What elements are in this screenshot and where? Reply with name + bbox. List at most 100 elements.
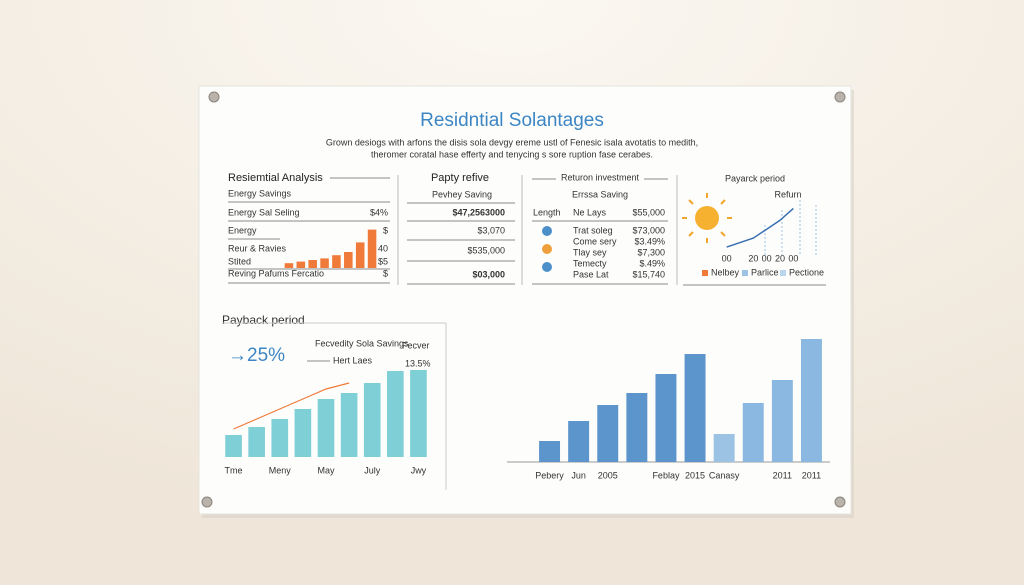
x-tick-label: Pebery (535, 470, 564, 480)
cell: $5 (378, 256, 388, 266)
legend-swatch (780, 270, 786, 276)
title: Residntial Solantages (420, 110, 604, 131)
cell: Stited (228, 256, 251, 266)
panel-heading: Payarck period (725, 173, 785, 183)
sun-rays (682, 193, 732, 243)
legend-label: Parlice (751, 267, 779, 277)
pin (201, 496, 213, 508)
icon (542, 226, 552, 236)
annotation: →25% (228, 345, 285, 366)
annotation: Hert Laes (333, 355, 373, 365)
cell: $73,000 (632, 225, 665, 235)
bar (626, 393, 648, 462)
cell: Temecty (573, 258, 607, 268)
cell: 40 (378, 243, 388, 253)
chart-title: Payback period (222, 313, 305, 327)
bar (332, 255, 341, 268)
bar (387, 371, 404, 457)
bar (320, 258, 329, 268)
legend-label: Nelbey (711, 267, 740, 277)
bar (317, 399, 335, 457)
cell: $03,000 (472, 269, 505, 279)
cell: $47,2563000 (452, 207, 505, 217)
x-tick-label: Tme (225, 465, 243, 475)
annotation: Refurn (774, 189, 801, 199)
pin (834, 91, 846, 103)
icon (542, 244, 552, 254)
cell: $55,000 (632, 207, 665, 217)
bar (800, 339, 822, 462)
table: Energy Sal Seling $4% Energy $ Reur & Ravi… (228, 207, 390, 284)
x-tick-label: 00 (788, 253, 798, 263)
x-tick-label: 00 (722, 253, 732, 263)
pin (208, 91, 220, 103)
annotation: Fecver (402, 340, 430, 350)
x-tick-label: 2005 (598, 470, 618, 480)
cell: Trat soleg (573, 225, 613, 235)
bar (248, 427, 265, 457)
bar (225, 435, 242, 457)
x-tick-label: Jwy (411, 465, 427, 475)
cell: $7,300 (637, 247, 665, 257)
legend-swatch (702, 270, 708, 276)
bar (284, 263, 294, 268)
cell: Tlay sey (573, 247, 607, 257)
cell: $535,000 (467, 245, 505, 255)
panel-heading: Papty refive (431, 172, 489, 184)
subtitle: Grown desiogs with arfons the disis sola… (326, 137, 698, 147)
cell: Energy Sal Seling (228, 207, 300, 217)
bar (771, 380, 793, 462)
bar (367, 229, 377, 268)
x-tick-label: 20 (748, 253, 758, 263)
bar (363, 383, 381, 457)
annotation: Fecvedity Sola Savings (315, 338, 409, 348)
legend: Nelbey Parlice Pectione (702, 267, 824, 277)
icon (542, 262, 552, 272)
cell: Ne Lays (573, 207, 607, 217)
cell: $3.49% (634, 236, 665, 246)
cell: Reur & Ravies (228, 243, 287, 253)
cell: $ (383, 225, 388, 235)
panel-subheading: Pevhey Saving (432, 189, 492, 199)
cell: Pase Lat (573, 269, 609, 279)
bar (568, 421, 590, 462)
cell: Energy (228, 225, 257, 235)
x-tick-label: 20 (775, 253, 785, 263)
cell: $15,740 (632, 269, 665, 279)
panel-subheading: Energy Savings (228, 188, 292, 198)
panel-heading: Returon investment (561, 172, 640, 182)
x-tick-label: 2011 (802, 470, 821, 480)
x-tick-label: July (364, 465, 381, 475)
panel-heading: Resiemtial Analysis (228, 172, 323, 184)
x-tick-label: 00 (762, 253, 772, 263)
x-tick-label: May (317, 465, 335, 475)
bar (410, 370, 427, 457)
x-tick-label: 2011 (773, 470, 792, 480)
x-tick-label: Jun (571, 470, 586, 480)
x-tick-label: 2015 (685, 470, 705, 480)
bar (355, 242, 365, 268)
bar (539, 441, 561, 462)
bar (597, 405, 619, 462)
x-tick-label: Feblay (652, 470, 680, 480)
line (726, 207, 794, 248)
bar (271, 419, 289, 457)
sun-disc (695, 206, 719, 230)
cell: $ (383, 268, 388, 278)
legend-swatch (742, 270, 748, 276)
bar (294, 409, 312, 457)
cell: Reving Pafums Fercatio (228, 268, 324, 278)
x-tick-label: Canasy (709, 470, 740, 480)
sun (682, 193, 732, 243)
label: Length (533, 207, 561, 217)
bar (340, 393, 358, 457)
pins (201, 91, 846, 508)
cell: $.49% (639, 258, 665, 268)
cell: Come sery (573, 236, 617, 246)
bar (742, 403, 764, 462)
x-tick-label: Meny (269, 465, 292, 475)
panel-subheading: Errssa Saving (572, 189, 628, 199)
annotation: 13.5% (405, 358, 431, 368)
bar (655, 374, 677, 462)
table: Ne Lays $55,000 Trat soleg $73,000 Come se… (532, 207, 668, 285)
